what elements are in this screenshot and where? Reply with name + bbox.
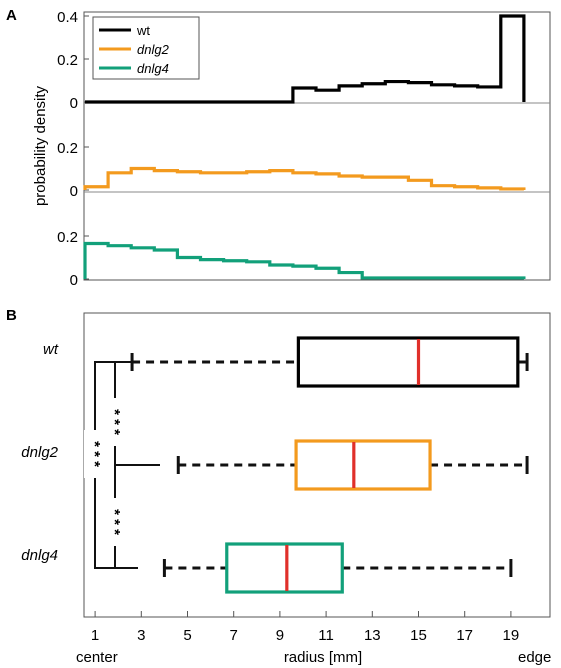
legend-label-dnlg2: dnlg2 (137, 42, 170, 57)
significance-stars-wt-dnlg2: * * * (106, 409, 123, 435)
legend-label-wt: wt (136, 23, 150, 38)
x-axis-center-label: center (76, 649, 118, 666)
x-axis-edge-label: edge (518, 649, 551, 666)
x-tick-label: 19 (503, 627, 520, 644)
histogram-series-wt (85, 14, 526, 104)
x-tick-label: 7 (230, 627, 238, 644)
histogram-layer: 0 0.2 0.4 0 0.2 0 0.2 (57, 9, 526, 289)
category-label-dnlg2: dnlg2 (21, 444, 58, 461)
box-wt (296, 336, 520, 388)
category-label-wt: wt (43, 341, 59, 358)
x-tick-label: 17 (456, 627, 473, 644)
significance-stars-dnlg2-dnlg4: * * * (106, 509, 123, 535)
x-axis-label: radius [mm] (284, 649, 362, 666)
y-tick-label: 0.2 (57, 52, 78, 69)
y-tick-label: 0.2 (57, 140, 78, 157)
y-tick-label: 0 (70, 183, 78, 200)
stars-bg (103, 498, 125, 546)
x-tick-label: 13 (364, 627, 381, 644)
significance-stars-wt-dnlg4: * * * (86, 441, 103, 467)
y-axis-label: probability density (32, 85, 49, 206)
y-tick-label: 0.2 (57, 229, 78, 246)
boxplot-layer: wt dnlg2 dnlg4 (21, 336, 529, 594)
x-axis: 1 3 5 7 9 11 13 15 17 19 (91, 611, 519, 644)
panel-a-frame (83, 11, 551, 281)
histogram-series-dnlg2 (83, 166, 526, 191)
histogram-series-dnlg4 (83, 241, 526, 280)
x-tick-label: 9 (276, 627, 284, 644)
x-tick-label: 15 (410, 627, 427, 644)
significance-brackets: * * ** * ** * * (84, 361, 160, 569)
y-tick-label: 0 (70, 272, 78, 289)
x-tick-label: 5 (183, 627, 191, 644)
x-tick-label: 11 (318, 627, 334, 644)
legend: wt dnlg2 dnlg4 (92, 16, 200, 80)
box-dnlg4 (225, 542, 344, 594)
box-dnlg2 (294, 439, 432, 491)
x-tick-label: 1 (91, 627, 99, 644)
stars-bg (103, 398, 125, 446)
panel-label-b: B (6, 307, 17, 324)
panel-label-a: A (6, 7, 17, 24)
stars-bg (84, 430, 104, 478)
legend-label-dnlg4: dnlg4 (137, 61, 169, 76)
category-label-dnlg4: dnlg4 (21, 547, 58, 564)
y-tick-label: 0.4 (57, 9, 78, 26)
x-tick-label: 3 (137, 627, 145, 644)
y-tick-label: 0 (70, 95, 78, 112)
